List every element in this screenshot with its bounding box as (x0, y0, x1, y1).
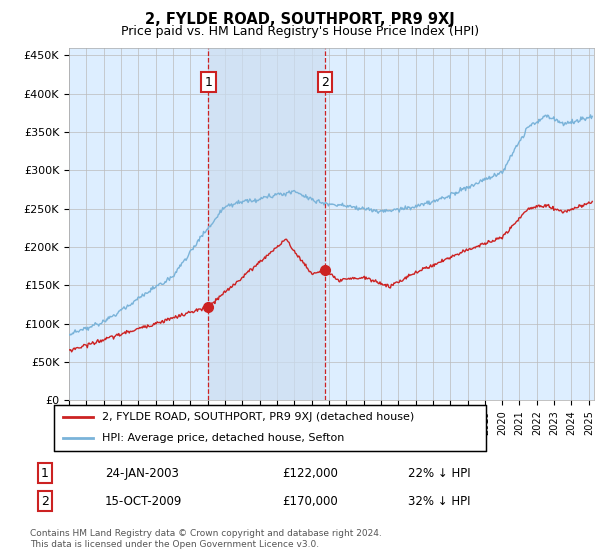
Text: 2: 2 (322, 76, 329, 88)
Bar (208, 48, 325, 400)
Text: Contains HM Land Registry data © Crown copyright and database right 2024.
This d: Contains HM Land Registry data © Crown c… (30, 529, 382, 549)
Text: 32% ↓ HPI: 32% ↓ HPI (408, 494, 470, 508)
Text: 24-JAN-2003: 24-JAN-2003 (105, 466, 179, 480)
Text: 2, FYLDE ROAD, SOUTHPORT, PR9 9XJ: 2, FYLDE ROAD, SOUTHPORT, PR9 9XJ (145, 12, 455, 27)
Text: £170,000: £170,000 (282, 494, 338, 508)
Text: HPI: Average price, detached house, Sefton: HPI: Average price, detached house, Seft… (101, 433, 344, 444)
Text: 22% ↓ HPI: 22% ↓ HPI (408, 466, 470, 480)
Text: 1: 1 (205, 76, 212, 88)
Text: 2, FYLDE ROAD, SOUTHPORT, PR9 9XJ (detached house): 2, FYLDE ROAD, SOUTHPORT, PR9 9XJ (detac… (101, 412, 414, 422)
Text: 2: 2 (41, 494, 49, 508)
Text: Price paid vs. HM Land Registry's House Price Index (HPI): Price paid vs. HM Land Registry's House … (121, 25, 479, 38)
Text: £122,000: £122,000 (282, 466, 338, 480)
Text: 1: 1 (41, 466, 49, 480)
Text: 15-OCT-2009: 15-OCT-2009 (105, 494, 182, 508)
